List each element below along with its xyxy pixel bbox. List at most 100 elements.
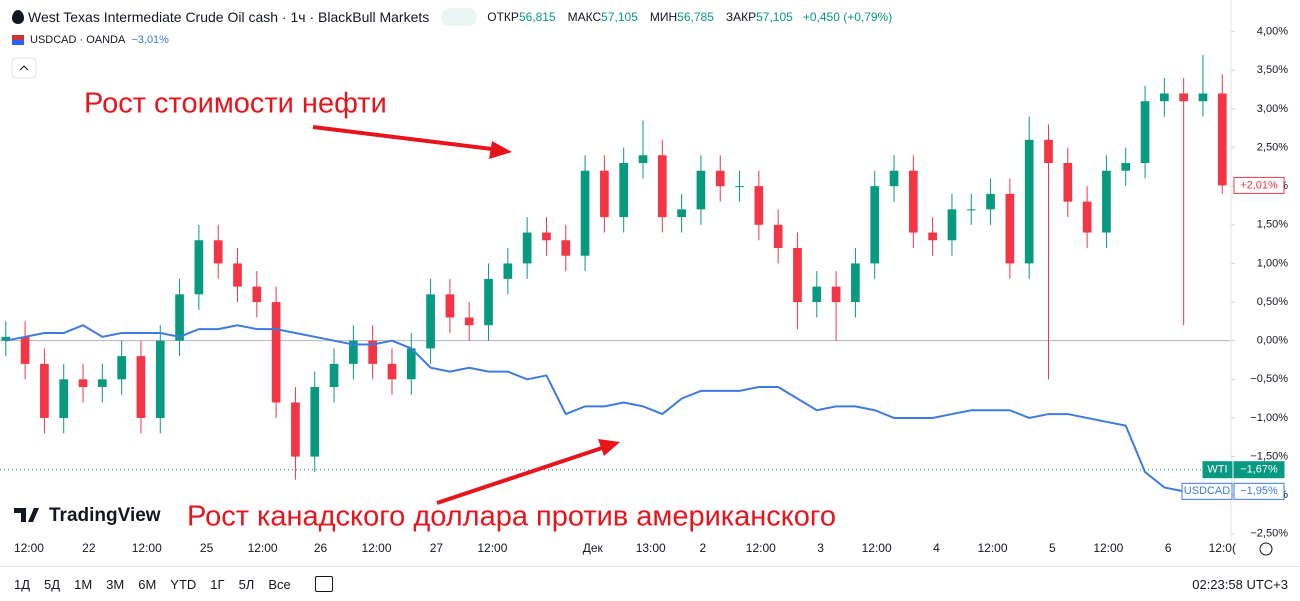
bottom-toolbar: 1Д 5Д 1М 3М 6М YTD 1Г 5Л Все 02:23:58 UTC+3 <box>0 566 1300 601</box>
range-button[interactable]: 5Л <box>238 576 255 592</box>
y-tick-label: 3,00% <box>1257 103 1288 115</box>
stat-label: МИН <box>649 10 678 24</box>
x-tick-label: 2 <box>700 541 707 555</box>
candle-body <box>561 240 571 256</box>
candle-body <box>97 379 107 388</box>
stat: МАКС57,105 <box>568 10 638 24</box>
candle-body <box>754 186 764 225</box>
candle-body <box>368 340 378 364</box>
range-button[interactable]: 5Д <box>44 576 61 592</box>
logo: TradingView <box>14 505 161 526</box>
x-tick-label: 12:00 <box>362 541 392 555</box>
candle-body <box>870 186 880 264</box>
candle-body <box>503 263 513 279</box>
y-tick-label: 1,00% <box>1257 257 1288 269</box>
candle-body <box>78 379 88 388</box>
arrow-head <box>598 439 620 456</box>
arrow-head <box>489 141 512 159</box>
price-label: −1,95% <box>1240 485 1278 497</box>
candle-body <box>657 155 667 218</box>
price-label-name-box <box>1181 482 1233 500</box>
candle-body <box>735 186 744 188</box>
y-tick-label: 0,00% <box>1257 335 1288 347</box>
logo-text: TradingView <box>49 505 161 526</box>
clock: 02:23:58 UTC+3 <box>1192 577 1288 592</box>
annotation: Рост канадского доллара против американс… <box>187 501 836 533</box>
stats: ОТКР56,815 МАКС57,105 МИН56,785 ЗАКР57,105 <box>481 10 793 24</box>
stat: ЗАКР57,105 <box>726 10 793 24</box>
change: +0,450 (+0,79%) <box>802 10 893 24</box>
range-button[interactable]: Все <box>268 576 291 592</box>
candle-body <box>1179 93 1189 102</box>
stat-value: 57,105 <box>756 10 793 24</box>
y-tick-label: 1,50% <box>1257 219 1288 231</box>
candle-body <box>349 340 358 364</box>
y-tick-label: 3,50% <box>1257 64 1288 76</box>
candle-body <box>600 170 609 218</box>
price-label-name: USDCAD <box>1184 485 1231 497</box>
candle-body <box>966 209 976 211</box>
candle-body <box>426 294 435 349</box>
range-button[interactable]: 1М <box>74 576 93 592</box>
symbol-icon <box>12 10 24 24</box>
x-tick-label: 12:00 <box>862 541 892 555</box>
y-tick-label: −2,50% <box>1250 528 1288 540</box>
candle-body <box>773 224 783 248</box>
ranges: 1Д 5Д 1М 3М 6М YTD 1Г 5Л Все <box>0 577 291 592</box>
x-tick-label: 12:00 <box>746 541 776 555</box>
range-button[interactable]: 6М <box>138 576 157 592</box>
candle-body <box>1044 139 1053 164</box>
candle-body <box>387 363 397 380</box>
y-tick-label: 4,00% <box>1257 26 1288 38</box>
candle-body <box>638 155 648 164</box>
candle-body <box>986 193 995 210</box>
candle-body <box>252 286 262 303</box>
candle-body <box>1082 201 1092 233</box>
x-tick-label: 13:00 <box>636 541 666 555</box>
candle-body <box>1217 93 1227 186</box>
stat-value: 56,815 <box>518 10 556 24</box>
candle-body <box>1140 101 1150 164</box>
candle-body <box>136 356 146 418</box>
plot: 4,00%3,50%3,00%2,50%2,00%1,50%1,00%0,50%… <box>0 26 1288 555</box>
candle-body <box>59 379 69 418</box>
candle-body <box>310 387 320 457</box>
x-tick-label: 12:00 <box>14 541 44 555</box>
collapse-icon <box>19 65 29 71</box>
candle-body <box>1063 163 1073 202</box>
candle-body <box>1160 93 1169 102</box>
candle-body <box>831 286 841 303</box>
candle-body <box>542 232 551 241</box>
stat: МИН56,785 <box>650 10 714 24</box>
symbol-title: West Texas Intermediate Crude Oil cash ·… <box>28 9 430 25</box>
legend-header: West Texas Intermediate Crude Oil cash ·… <box>12 8 892 26</box>
range-button[interactable]: 1Д <box>14 576 31 592</box>
candle-body <box>1102 170 1111 233</box>
candle-body <box>484 278 493 326</box>
range-button[interactable]: 1Г <box>210 576 225 592</box>
candle-body <box>464 317 474 326</box>
price-label-name: WTI <box>1207 464 1227 476</box>
toggle[interactable] <box>441 8 478 26</box>
candle-body <box>175 294 184 341</box>
collapse-button[interactable] <box>11 57 37 79</box>
x-tick-label: Дек <box>583 541 604 555</box>
x-tick-label: 4 <box>933 541 940 555</box>
candle-body <box>20 336 30 364</box>
settings-button[interactable] <box>1259 542 1273 556</box>
compare-header: USDCAD · OANDA −3,01% <box>12 34 169 46</box>
candle-body <box>696 170 706 210</box>
stat-label: ЗАКР <box>725 10 757 24</box>
range-button[interactable]: 3М <box>106 576 125 592</box>
candle-body <box>445 294 455 318</box>
x-tick-label: 12:0( <box>1209 541 1236 555</box>
candle-body <box>619 163 629 218</box>
x-tick-label: 5 <box>1049 541 1056 555</box>
stat-value: 57,105 <box>601 10 638 24</box>
y-tick-label: −1,50% <box>1250 450 1288 462</box>
x-tick-label: 22 <box>82 541 96 555</box>
range-button[interactable]: YTD <box>170 576 197 592</box>
date-range-button[interactable] <box>314 576 333 592</box>
candle-body <box>908 170 918 233</box>
